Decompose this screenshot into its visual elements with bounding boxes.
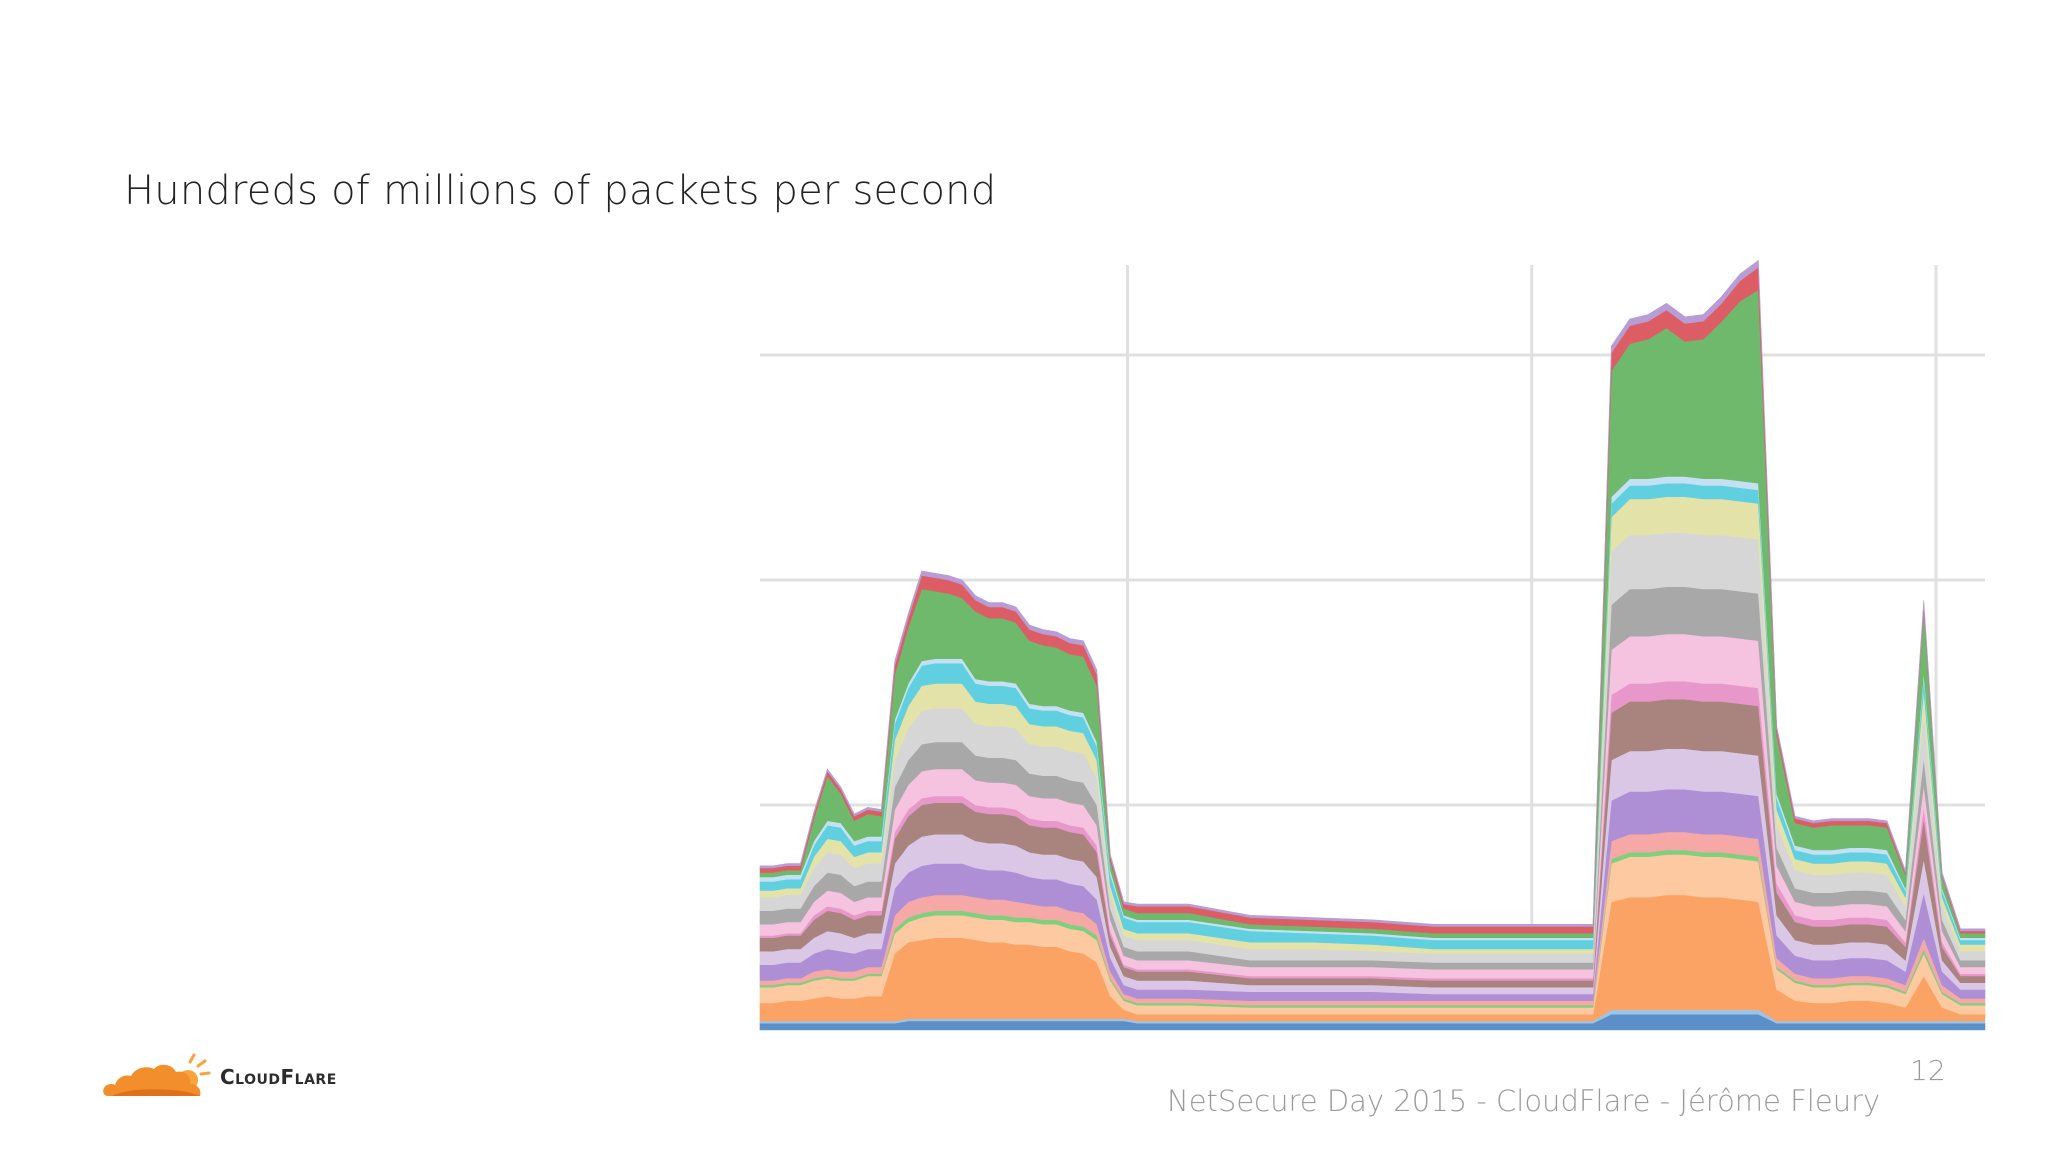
cloud-icon	[103, 1053, 211, 1096]
footer-text: NetSecure Day 2015 - CloudFlare - Jérôme…	[1167, 1084, 1881, 1118]
slide-title: Hundreds of millions of packets per seco…	[124, 168, 997, 214]
chart-areas	[759, 259, 1986, 1031]
area-series-18	[759, 259, 1986, 932]
logo-wordmark: CloudFlare	[220, 1065, 337, 1089]
cloudflare-logo: CloudFlare	[102, 1052, 337, 1102]
page-number: 12	[1910, 1054, 1946, 1087]
